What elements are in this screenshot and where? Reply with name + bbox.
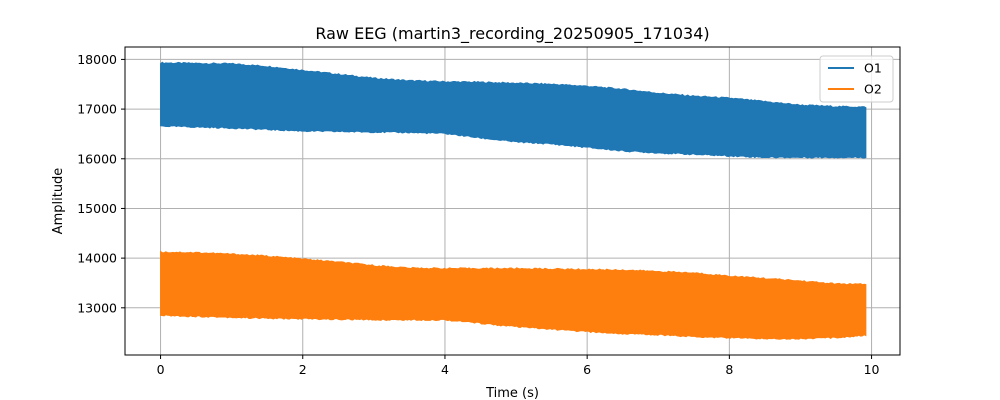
y-tick-label: 14000 [77, 251, 117, 266]
x-tick-label: 6 [583, 362, 591, 377]
y-tick-label: 15000 [77, 201, 117, 216]
chart-title: Raw EEG (martin3_recording_20250905_1710… [315, 24, 709, 44]
x-tick-label: 0 [157, 362, 165, 377]
y-axis-label: Amplitude [51, 168, 66, 235]
legend-box [819, 55, 894, 103]
y-tick-label: 16000 [77, 151, 117, 166]
x-tick-label: 2 [299, 362, 307, 377]
y-axis: 13000 14000 15000 16000 17000 18000 [77, 52, 125, 315]
y-tick-label: 17000 [77, 102, 117, 117]
series-layer [160, 61, 867, 340]
legend-label-O2: O2 [864, 82, 882, 97]
y-tick-label: 18000 [77, 52, 117, 67]
series-O1-band [160, 61, 867, 159]
x-tick-label: 10 [864, 362, 880, 377]
y-tick-label: 13000 [77, 300, 117, 315]
x-axis-label: Time (s) [485, 386, 539, 400]
series-O2-band [160, 250, 867, 340]
plot-frame [124, 46, 901, 356]
legend-label-O1: O1 [864, 61, 882, 76]
x-tick-label: 4 [441, 362, 449, 377]
x-tick-label: 8 [725, 362, 733, 377]
x-axis: 0 2 4 6 8 10 [157, 355, 880, 377]
